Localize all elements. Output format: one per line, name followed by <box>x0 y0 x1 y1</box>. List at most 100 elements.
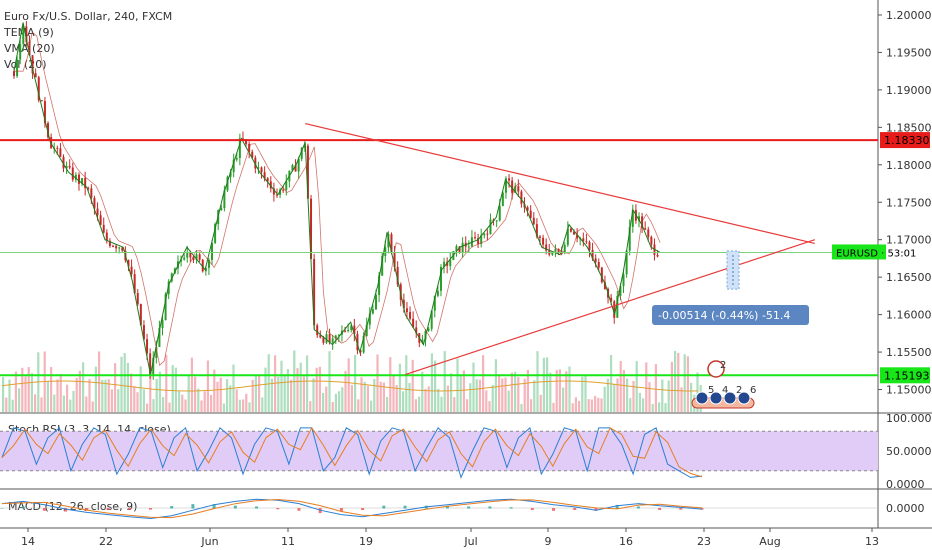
volume-bar <box>373 378 376 412</box>
candle-body <box>71 167 74 180</box>
volume-bar <box>110 389 113 412</box>
volume-bar <box>322 392 325 412</box>
volume-bar <box>498 374 501 412</box>
date-tick-label: 9 <box>545 535 552 548</box>
trendline <box>305 123 815 245</box>
candle-body <box>40 100 43 102</box>
candle-body <box>591 249 594 259</box>
macd-histogram-bar <box>0 508 4 509</box>
macd-histogram-bar <box>382 505 386 509</box>
candle-body <box>368 313 371 325</box>
candle-body <box>350 325 353 331</box>
volume-bar <box>277 376 280 412</box>
candle-body <box>554 248 557 252</box>
candle-body <box>396 266 399 285</box>
volume-bar <box>40 397 43 412</box>
candle-body <box>514 186 517 193</box>
candle-body <box>102 224 105 233</box>
candle-body <box>594 258 597 263</box>
volume-bar <box>133 386 136 412</box>
macd-histogram-bar <box>297 508 301 511</box>
candle-body <box>637 216 640 221</box>
volume-bar <box>648 382 651 412</box>
candle-body <box>81 177 84 184</box>
volume-bar <box>334 393 337 412</box>
candle-body <box>415 327 418 334</box>
volume-bar <box>587 399 590 412</box>
volume-bar <box>30 373 33 412</box>
candle-body <box>449 259 452 266</box>
candle-body <box>149 353 152 375</box>
volume-bar <box>664 403 667 412</box>
candle-body <box>563 244 566 254</box>
candle-body <box>130 266 133 275</box>
volume-bar <box>75 378 78 412</box>
candle-body <box>310 198 313 259</box>
candle-body <box>238 138 241 159</box>
volume-bar <box>350 385 353 412</box>
candle-body <box>214 223 217 243</box>
candle-body <box>421 339 424 343</box>
volume-bar <box>18 388 21 412</box>
candle-body <box>93 197 96 209</box>
candle-body <box>446 261 449 266</box>
candle-body <box>569 228 572 232</box>
level-price-tag <box>880 132 930 149</box>
price-tick-label: 1.17500 <box>886 196 932 209</box>
volume-bar <box>421 371 424 412</box>
volume-bar <box>408 382 411 412</box>
volume-bar <box>402 391 405 412</box>
volume-bar <box>78 370 81 412</box>
volume-bar <box>520 403 523 412</box>
volume-ma-line <box>1 380 699 392</box>
candle-body <box>59 148 62 157</box>
volume-bar <box>616 378 619 412</box>
candle-body <box>545 244 548 251</box>
volume-bar <box>27 367 30 412</box>
candle-body <box>87 188 90 190</box>
volume-bar <box>619 361 622 412</box>
candle-body <box>483 233 486 236</box>
volume-bar <box>264 367 267 412</box>
candle-body <box>195 254 198 260</box>
volume-bar <box>98 351 101 412</box>
candle-body <box>183 257 186 260</box>
volume-bar <box>2 377 5 412</box>
candle-body <box>538 236 541 238</box>
event-badge-icon <box>695 391 709 405</box>
volume-bar <box>680 387 683 412</box>
candle-body <box>68 165 71 168</box>
volume-bar <box>14 371 17 412</box>
volume-bar <box>302 376 305 412</box>
volume-bar <box>677 352 680 412</box>
volume-bar <box>555 370 558 412</box>
macd-histogram-bar <box>42 508 46 511</box>
candle-body <box>146 339 149 354</box>
volume-bar <box>312 378 315 412</box>
candle-body <box>306 145 309 199</box>
volume-bar <box>578 400 581 412</box>
candle-body <box>180 259 183 262</box>
macd-histogram-bar <box>339 508 343 512</box>
candle-body <box>566 228 569 245</box>
stoch-rsi-band <box>0 431 878 471</box>
volume-bar <box>210 394 213 412</box>
volume-bar <box>206 360 209 412</box>
volume-bar <box>229 385 232 412</box>
candle-body <box>192 257 195 260</box>
candle-body <box>631 209 634 227</box>
volume-bar <box>510 372 513 412</box>
candle-body <box>115 246 118 249</box>
volume-bar <box>280 360 283 412</box>
volume-bar <box>462 370 465 412</box>
volume-bar <box>398 363 401 412</box>
candle-body <box>142 325 145 340</box>
macd-line <box>1 498 703 520</box>
volume-bar <box>366 385 369 412</box>
volume-bar <box>539 394 542 412</box>
price-tick-label: 1.17000 <box>886 234 932 247</box>
candle-body <box>108 240 111 246</box>
price-tick-label: 1.18500 <box>886 121 932 134</box>
candle-body <box>504 178 507 193</box>
